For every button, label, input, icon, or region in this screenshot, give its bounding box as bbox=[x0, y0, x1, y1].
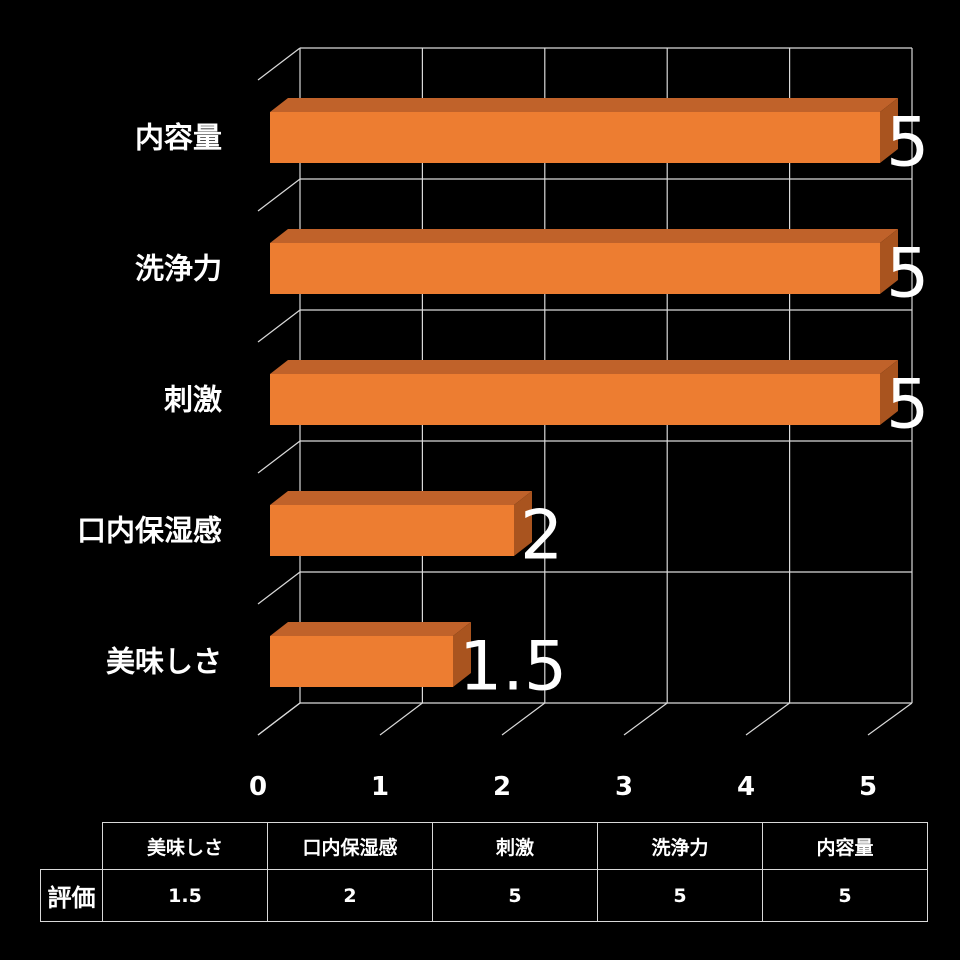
table-header: 洗浄力 bbox=[597, 822, 763, 870]
bar-side bbox=[880, 229, 898, 294]
table-header: 刺激 bbox=[432, 822, 598, 870]
bar bbox=[270, 636, 453, 687]
data-label: 5 bbox=[886, 366, 929, 445]
bar bbox=[270, 374, 880, 425]
x-tick-label: 0 bbox=[249, 772, 267, 802]
floor-gridline bbox=[867, 702, 913, 736]
x-tick-label: 3 bbox=[615, 772, 633, 802]
floor-gridline bbox=[379, 702, 423, 736]
category-label: 内容量 bbox=[135, 121, 222, 155]
data-label: 1.5 bbox=[459, 628, 567, 707]
side-wall-gridline bbox=[257, 440, 301, 474]
category-label: 洗浄力 bbox=[135, 252, 222, 286]
bar-top bbox=[270, 360, 898, 374]
category-label: 美味しさ bbox=[106, 645, 222, 679]
bar-top bbox=[270, 622, 471, 636]
bar bbox=[270, 243, 880, 294]
category-label: 口内保湿感 bbox=[77, 514, 222, 548]
side-wall-gridline bbox=[257, 571, 301, 605]
floor-gridline bbox=[745, 702, 790, 736]
table-row-label: 評価 bbox=[40, 869, 103, 922]
table-header: 美味しさ bbox=[102, 822, 268, 870]
bar-side bbox=[514, 491, 532, 556]
side-wall-gridline bbox=[257, 47, 301, 81]
table-cell: 5 bbox=[762, 869, 928, 922]
x-tick-label: 5 bbox=[859, 772, 877, 802]
x-tick-label: 4 bbox=[737, 772, 755, 802]
x-tick-label: 1 bbox=[371, 772, 389, 802]
data-label: 2 bbox=[520, 497, 563, 576]
table-cell: 5 bbox=[432, 869, 598, 922]
bar-top bbox=[270, 491, 532, 505]
floor-gridline bbox=[501, 702, 546, 736]
bar bbox=[270, 112, 880, 163]
category-label: 刺激 bbox=[164, 383, 222, 417]
floor-gridline bbox=[623, 702, 668, 736]
bar-side bbox=[880, 360, 898, 425]
bar-side bbox=[880, 98, 898, 163]
table-corner bbox=[41, 823, 103, 870]
data-table: 美味しさ 口内保湿感 刺激 洗浄力 内容量 評価 1.5 2 5 5 5 bbox=[40, 822, 928, 922]
side-wall-gridline bbox=[257, 702, 301, 736]
bar bbox=[270, 505, 514, 556]
bar-top bbox=[270, 98, 898, 112]
side-wall-gridline bbox=[257, 178, 301, 212]
table-header: 内容量 bbox=[762, 822, 928, 870]
data-label: 5 bbox=[886, 235, 929, 314]
table-header: 口内保湿感 bbox=[267, 822, 433, 870]
table-cell: 5 bbox=[597, 869, 763, 922]
table-cell: 1.5 bbox=[102, 869, 268, 922]
table-cell: 2 bbox=[267, 869, 433, 922]
bar-chart: 0 1 2 3 4 5 内容量 5 洗浄力 5 刺激 5 口内保湿感 2 美味しさ 1.5 bbox=[77, 47, 929, 802]
data-label: 5 bbox=[886, 104, 929, 183]
x-tick-label: 2 bbox=[493, 772, 511, 802]
side-wall-gridline bbox=[257, 309, 301, 343]
bar-top bbox=[270, 229, 898, 243]
bar-side bbox=[453, 622, 471, 687]
